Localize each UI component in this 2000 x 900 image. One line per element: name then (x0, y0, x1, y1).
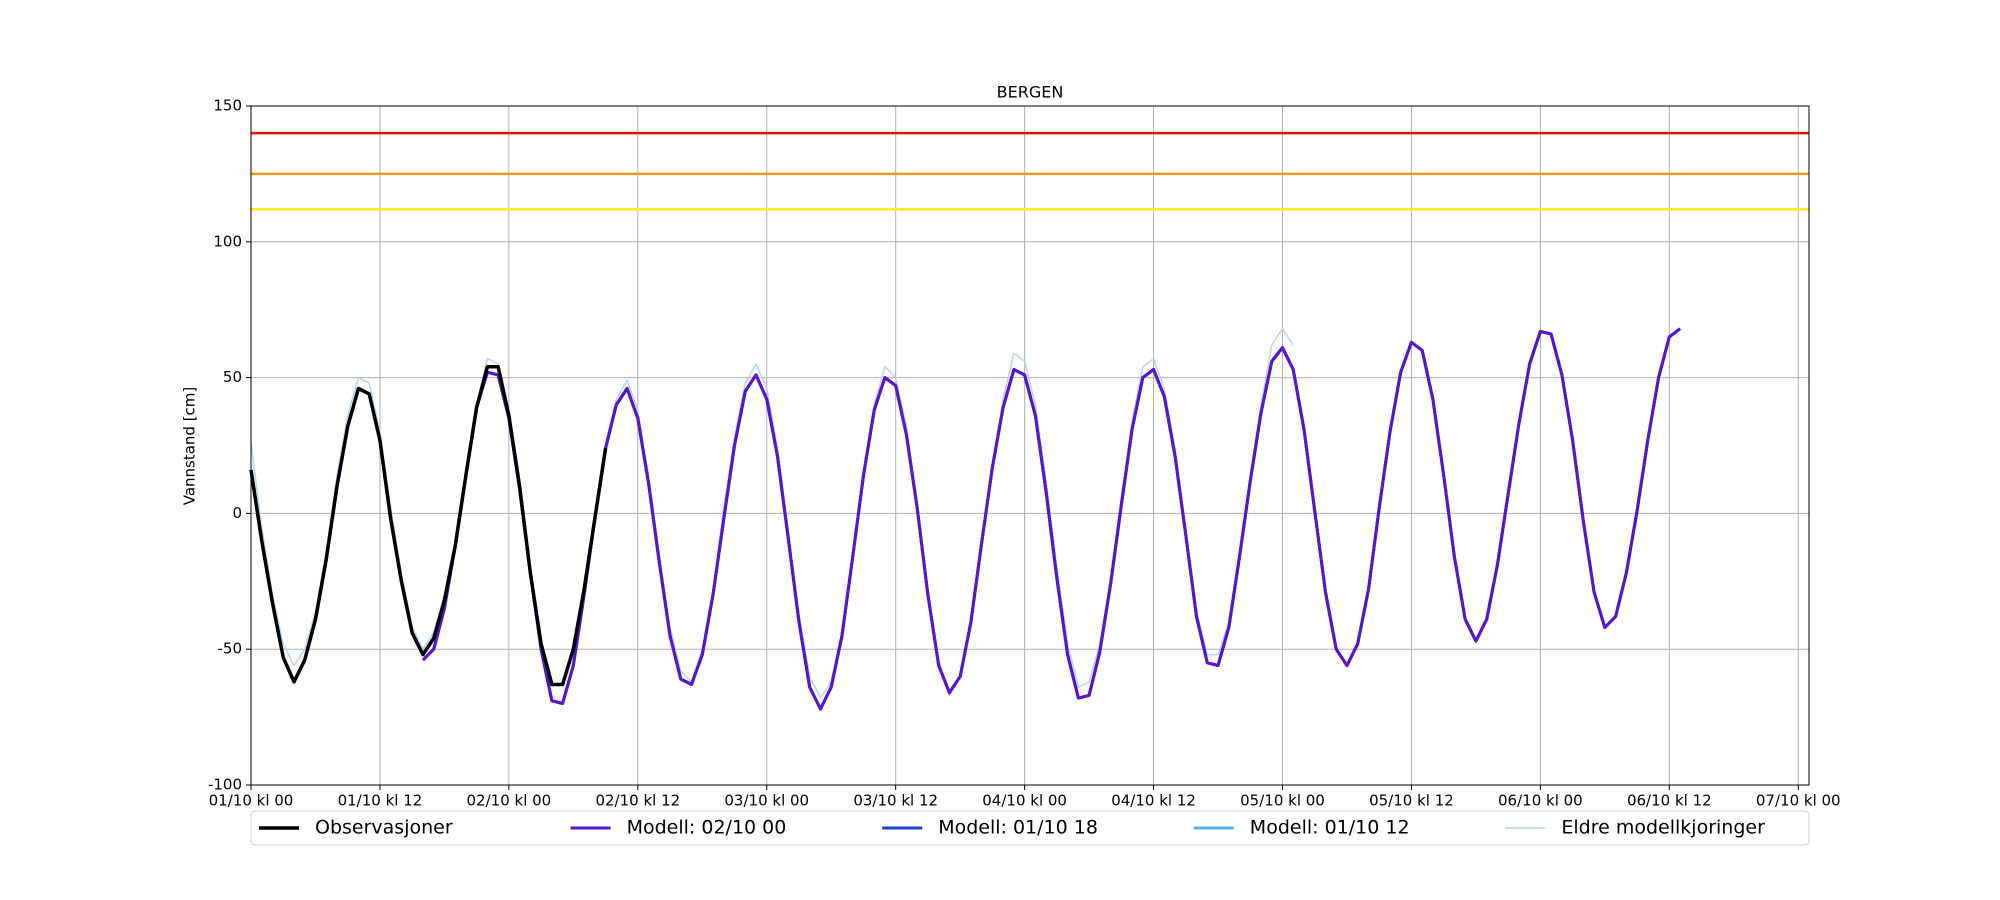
x-tick-label: 06/10 kl 00 (1498, 792, 1583, 810)
x-tick-label: 07/10 kl 00 (1756, 792, 1841, 810)
x-tick-label: 03/10 kl 12 (853, 792, 938, 810)
y-tick-label: -50 (218, 640, 243, 658)
series-line (250, 327, 1294, 705)
y-tick-label: 150 (213, 97, 242, 115)
plot-frame (250, 105, 1810, 786)
y-axis-label: Vannstand [cm] (181, 387, 199, 506)
x-tick-label: 04/10 kl 12 (1111, 792, 1196, 810)
x-tick-label: 01/10 kl 00 (209, 792, 294, 810)
series-line (249, 364, 608, 687)
chart-title: BERGEN (997, 83, 1064, 102)
x-tick-label: 06/10 kl 12 (1627, 792, 1712, 810)
legend-label: Eldre modellkjoringer (1561, 817, 1765, 839)
x-tick-label: 01/10 kl 12 (338, 792, 423, 810)
x-tick-label: 02/10 kl 12 (595, 792, 680, 810)
y-tick-label: 100 (213, 232, 242, 250)
y-tick-label: 0 (232, 504, 242, 522)
y-tick-label: 50 (223, 368, 242, 386)
x-tick-label: 04/10 kl 00 (982, 792, 1067, 810)
legend-box (250, 810, 1810, 846)
x-tick-label: 05/10 kl 00 (1240, 792, 1325, 810)
x-tick-label: 03/10 kl 00 (724, 792, 809, 810)
series-line (421, 327, 1682, 711)
y-tick-label: -100 (208, 776, 242, 794)
x-tick-label: 05/10 kl 12 (1369, 792, 1454, 810)
legend-label: Modell: 01/10 12 (1250, 817, 1410, 839)
legend-label: Observasjoner (315, 817, 453, 839)
legend-label: Modell: 02/10 00 (627, 817, 787, 839)
x-tick-label: 02/10 kl 00 (467, 792, 552, 810)
legend-label: Modell: 01/10 18 (938, 817, 1098, 839)
